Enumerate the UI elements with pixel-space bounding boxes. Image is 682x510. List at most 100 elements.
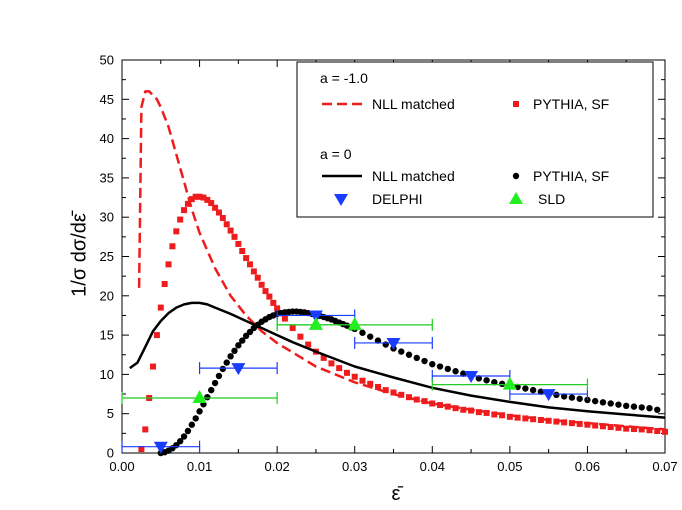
point-pythia_a_m1	[270, 299, 277, 306]
point-pythia_a_0	[444, 365, 451, 373]
point-pythia_a_0	[176, 438, 184, 445]
point-pythia_a_m1	[153, 332, 160, 339]
point-pythia_a_0	[646, 404, 653, 412]
point-pythia_a_m1	[537, 416, 544, 423]
point-pythia_a_0	[498, 380, 506, 388]
point-pythia_a_m1	[615, 424, 622, 431]
legend-delphi-label: DELPHI	[372, 191, 423, 207]
point-pythia_a_0	[398, 348, 405, 355]
marker-delphi	[464, 371, 479, 383]
point-pythia_a_m1	[599, 423, 606, 430]
point-pythia_a_m1	[576, 420, 583, 427]
point-pythia_a_m1	[184, 200, 191, 207]
point-pythia_a_m1	[390, 389, 397, 396]
point-pythia_a_m1	[212, 204, 219, 211]
point-pythia_a_0	[421, 357, 428, 365]
point-pythia_a_m1	[568, 420, 575, 427]
legend-pythia-square-swatch	[513, 101, 519, 107]
point-pythia_a_m1	[367, 380, 374, 387]
y-axis-label: 1/σ dσ/dε̄	[68, 210, 90, 297]
point-pythia_a_0	[382, 341, 389, 348]
point-pythia_a_m1	[468, 407, 475, 414]
point-pythia_a_0	[599, 399, 607, 406]
point-pythia_a_m1	[522, 415, 529, 422]
point-pythia_a_0	[246, 328, 254, 336]
point-pythia_a_m1	[297, 333, 304, 340]
marker-sld	[308, 316, 323, 330]
point-pythia_a_m1	[227, 227, 234, 234]
point-pythia_a_m1	[258, 281, 265, 288]
point-pythia_a_0	[638, 404, 645, 411]
point-pythia_a_m1	[243, 255, 250, 262]
point-pythia_a_m1	[200, 194, 207, 201]
point-pythia_a_m1	[177, 216, 184, 223]
y-tick-label: 45	[100, 92, 114, 107]
marker-sld	[192, 390, 207, 403]
point-pythia_a_m1	[592, 422, 599, 429]
point-pythia_a_m1	[662, 428, 668, 435]
point-pythia_a_m1	[192, 193, 199, 200]
point-pythia_a_m1	[196, 193, 203, 200]
legend-nll-label-1: NLL matched	[372, 96, 455, 112]
point-pythia_a_m1	[204, 196, 211, 203]
point-pythia_a_m1	[475, 409, 482, 416]
point-pythia_a_m1	[169, 243, 176, 250]
point-pythia_a_0	[560, 393, 568, 400]
point-pythia_a_m1	[208, 200, 215, 207]
point-pythia_a_0	[184, 427, 192, 435]
point-pythia_a_m1	[266, 293, 273, 300]
point-pythia_a_m1	[654, 427, 661, 434]
point-pythia_a_m1	[343, 369, 350, 376]
point-pythia_a_0	[413, 354, 420, 362]
point-pythia_a_m1	[638, 426, 645, 433]
point-pythia_a_0	[405, 351, 413, 358]
legend-sld-swatch	[509, 192, 523, 204]
series-line-nll_a_0	[129, 301, 666, 419]
point-pythia_a_m1	[561, 419, 568, 426]
x-axis-label: ε̄	[392, 483, 404, 505]
point-pythia_a_0	[242, 332, 250, 340]
point-pythia_a_0	[568, 394, 576, 401]
y-tick-label: 5	[107, 406, 114, 421]
point-pythia_a_m1	[254, 274, 261, 281]
legend-sld-label: SLD	[538, 191, 565, 207]
point-pythia_a_m1	[351, 373, 358, 380]
point-pythia_a_0	[359, 329, 366, 336]
marker-delphi	[153, 441, 168, 454]
x-tick-label: 0.04	[420, 459, 445, 474]
x-tick-label: 0.06	[575, 459, 600, 474]
x-tick-label: 0.07	[652, 459, 677, 474]
point-pythia_a_m1	[506, 413, 513, 420]
point-pythia_a_0	[436, 363, 444, 370]
point-pythia_a_m1	[161, 281, 168, 288]
point-pythia_a_0	[204, 393, 211, 401]
point-pythia_a_m1	[382, 387, 389, 394]
legend-group1-header: a = -1.0	[320, 70, 368, 86]
legend-group2-header: a = 0	[320, 146, 352, 162]
point-pythia_a_0	[367, 333, 374, 340]
point-pythia_a_m1	[328, 360, 335, 367]
point-pythia_a_0	[591, 397, 599, 405]
point-pythia_a_0	[654, 406, 661, 413]
point-pythia_a_m1	[181, 207, 188, 214]
y-tick-label: 20	[100, 288, 114, 303]
point-pythia_a_m1	[530, 416, 537, 423]
y-tick-label: 0	[107, 446, 114, 461]
y-tick-label: 50	[100, 53, 114, 68]
legend-delphi-swatch	[334, 194, 348, 206]
point-pythia_a_m1	[483, 409, 490, 416]
point-pythia_a_m1	[623, 425, 630, 432]
point-pythia_a_0	[239, 337, 246, 344]
x-tick-label: 0.03	[342, 459, 367, 474]
point-pythia_a_m1	[374, 383, 381, 390]
marker-delphi	[308, 310, 323, 323]
point-pythia_a_m1	[142, 426, 149, 433]
point-pythia_a_m1	[398, 391, 405, 398]
point-pythia_a_0	[522, 385, 529, 392]
point-pythia_a_m1	[138, 446, 145, 453]
legend-pythia-label-2: PYTHIA, SF	[533, 168, 609, 184]
marker-sld	[502, 376, 517, 390]
point-pythia_a_m1	[157, 304, 164, 311]
point-pythia_a_m1	[452, 405, 459, 412]
